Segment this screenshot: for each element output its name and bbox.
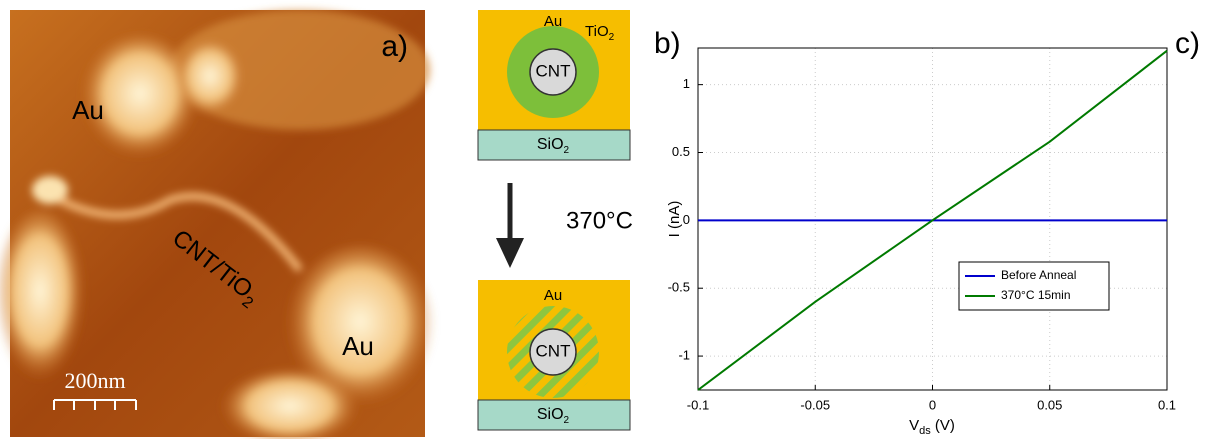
panel-label: a) (381, 30, 408, 63)
scale-bar-label: 200nm (64, 368, 125, 393)
y-tick-label: -1 (678, 348, 690, 363)
au-label: Au (544, 13, 562, 30)
y-tick-label: -0.5 (668, 280, 690, 295)
legend-label: 370°C 15min (1001, 288, 1071, 302)
x-axis-label: Vds (V) (909, 417, 955, 437)
plot: -1 -0.5 0 0.5 1 -0.1 -0.05 0 0.05 0.1 Before Annea… (668, 48, 1176, 412)
figure: a) Au Au CNT/TiO2 200nm Au TiO2 CNT SiO2… (0, 0, 1216, 439)
x-tick-label: 0.1 (1158, 397, 1176, 412)
au-label: Au (72, 95, 104, 125)
x-tick-label: -0.1 (687, 397, 709, 412)
plot-area (698, 48, 1167, 390)
panel-label: b) (654, 27, 681, 60)
y-axis-label: I (nA) (666, 201, 683, 238)
panel-label: c) (1175, 27, 1200, 60)
y-tick-label: 1 (683, 76, 690, 91)
x-tick-label: -0.05 (800, 397, 830, 412)
x-tick-label: 0 (929, 397, 936, 412)
legend-label: Before Anneal (1001, 268, 1076, 282)
cnt-label: CNT (536, 61, 571, 80)
anneal-label: 370°C (566, 207, 633, 234)
x-tick-label: 0.05 (1037, 397, 1062, 412)
arrow (496, 183, 524, 268)
au-label: Au (544, 287, 562, 304)
cnt-label: CNT (536, 341, 571, 360)
y-tick-label: 0.5 (672, 144, 690, 159)
au-label: Au (342, 331, 374, 361)
y-tick-label: 0 (683, 212, 690, 227)
